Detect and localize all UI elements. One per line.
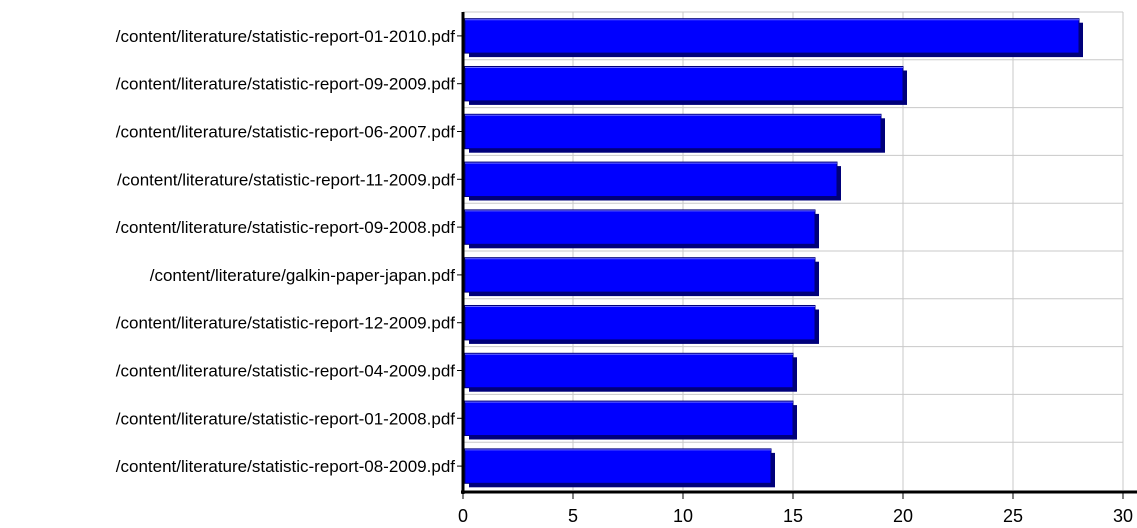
x-tick-label: 10 — [673, 506, 693, 526]
category-label: /content/literature/statistic-report-09-… — [116, 218, 456, 237]
bar — [464, 161, 841, 201]
bar-face — [464, 18, 1080, 54]
axes — [457, 12, 1137, 499]
x-tick-label: 15 — [783, 506, 803, 526]
category-label: /content/literature/statistic-report-06-… — [116, 123, 456, 142]
bar — [464, 352, 797, 392]
bar-face — [464, 65, 904, 102]
category-label: /content/literature/statistic-report-12-… — [116, 314, 456, 333]
category-label: /content/literature/statistic-report-09-… — [116, 75, 456, 94]
category-label: /content/literature/statistic-report-01-… — [116, 27, 456, 46]
x-tick-label: 5 — [568, 506, 578, 526]
x-tick-label: 30 — [1113, 506, 1133, 526]
category-label: /content/literature/statistic-report-01-… — [116, 409, 456, 428]
bars — [464, 18, 1083, 488]
x-tick-label: 0 — [458, 506, 468, 526]
x-tick-labels: 0 5 10 15 20 25 30 — [458, 506, 1133, 526]
category-label: /content/literature/statistic-report-11-… — [117, 170, 455, 189]
bar — [464, 304, 819, 344]
bar — [464, 400, 797, 440]
bar — [464, 113, 885, 153]
bar-face — [464, 257, 816, 293]
bar-face — [464, 304, 816, 341]
bar-face — [464, 400, 794, 437]
bar-face — [464, 352, 794, 389]
bar — [464, 18, 1083, 58]
bar — [464, 257, 819, 297]
bar — [464, 65, 907, 105]
category-label: /content/literature/statistic-report-08-… — [116, 457, 456, 476]
bar-face — [464, 161, 838, 198]
bar-face — [464, 113, 882, 150]
category-labels: /content/literature/statistic-report-01-… — [116, 27, 456, 476]
bar-face — [464, 209, 816, 245]
bar-face — [464, 448, 772, 484]
category-label: /content/literature/galkin-paper-japan.p… — [150, 266, 456, 285]
bar — [464, 209, 819, 249]
bar — [464, 448, 775, 488]
category-label: /content/literature/statistic-report-04-… — [116, 362, 456, 381]
x-tick-label: 20 — [893, 506, 913, 526]
x-tick-label: 25 — [1003, 506, 1023, 526]
